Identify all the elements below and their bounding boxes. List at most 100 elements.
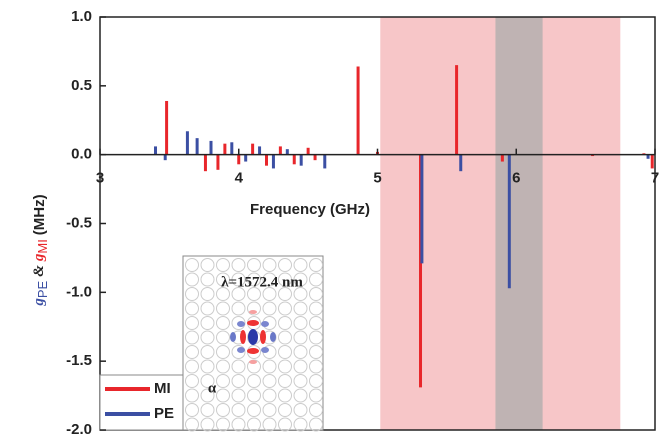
hole	[293, 345, 308, 359]
inset-symbol: α	[208, 380, 217, 396]
hole	[262, 403, 277, 417]
hole	[309, 388, 323, 403]
hole	[262, 388, 277, 403]
y-label-part: g	[31, 253, 47, 262]
hole	[216, 388, 230, 403]
hole	[309, 359, 323, 374]
hole	[216, 417, 230, 432]
hole	[200, 272, 215, 287]
inset: λ=1572.4 nm α	[182, 255, 324, 432]
hole	[185, 258, 199, 272]
hole	[185, 417, 199, 432]
hole	[216, 316, 230, 330]
hole	[247, 258, 261, 272]
y-tick-label: -1.5	[66, 352, 92, 369]
x-tick-label: 6	[512, 170, 520, 187]
legend-label: PE	[154, 405, 174, 422]
hole	[262, 359, 277, 374]
hole	[309, 272, 323, 287]
y-label-part: PE	[35, 280, 50, 298]
hole	[200, 316, 215, 330]
hole	[200, 345, 215, 359]
hole	[231, 374, 246, 388]
hole	[185, 359, 199, 374]
hole	[216, 258, 230, 272]
hole	[309, 345, 323, 359]
y-tick-label: 0.0	[71, 146, 92, 163]
hole	[262, 417, 277, 432]
hole	[216, 403, 230, 417]
hole	[278, 403, 292, 417]
hole	[231, 359, 246, 374]
legend-label: MI	[154, 380, 171, 397]
hole	[185, 316, 199, 330]
y-label-part: MI	[35, 239, 50, 253]
hole	[293, 374, 308, 388]
mode-pattern	[230, 310, 276, 364]
hole	[293, 359, 308, 374]
x-tick-label: 3	[96, 170, 104, 187]
shaded-region	[495, 17, 543, 430]
y-tick-label: -1.0	[66, 283, 92, 300]
hole	[293, 301, 308, 316]
hole	[309, 330, 323, 345]
hole	[278, 417, 292, 432]
hole	[231, 417, 246, 432]
hole	[216, 374, 230, 388]
hole	[247, 301, 261, 316]
hole	[278, 345, 292, 359]
hole	[216, 301, 230, 316]
hole	[262, 301, 277, 316]
hole	[262, 272, 277, 287]
hole	[231, 258, 246, 272]
y-tick-label: -0.5	[66, 214, 92, 231]
hole	[247, 403, 261, 417]
hole	[309, 403, 323, 417]
hole	[231, 403, 246, 417]
hole	[309, 287, 323, 301]
hole	[293, 272, 308, 287]
x-tick-label: 4	[235, 170, 244, 187]
y-tick-label: -2.0	[66, 421, 92, 438]
x-axis-label: Frequency (GHz)	[250, 201, 370, 218]
hole	[247, 374, 261, 388]
hole	[309, 417, 323, 432]
hole	[293, 287, 308, 301]
hole	[293, 316, 308, 330]
hole	[200, 258, 215, 272]
y-tick-label: 1.0	[71, 8, 92, 25]
hole	[185, 403, 199, 417]
hole	[185, 301, 199, 316]
x-tick-label: 5	[373, 170, 381, 187]
hole	[200, 374, 215, 388]
hole	[200, 301, 215, 316]
hole	[309, 301, 323, 316]
hole	[278, 330, 292, 345]
hole	[231, 388, 246, 403]
hole	[185, 388, 199, 403]
hole	[293, 417, 308, 432]
hole	[293, 330, 308, 345]
hole	[278, 272, 292, 287]
hole	[231, 272, 246, 287]
hole	[293, 388, 308, 403]
hole	[278, 388, 292, 403]
hole	[185, 287, 199, 301]
hole	[216, 272, 230, 287]
hole	[216, 287, 230, 301]
legend-frame	[99, 374, 184, 431]
hole	[231, 345, 246, 359]
hole	[231, 301, 246, 316]
hole	[247, 359, 261, 374]
y-axis-label: gPE&gMI(MHz)	[31, 194, 50, 306]
hole	[185, 374, 199, 388]
hole	[293, 403, 308, 417]
legend: MI PE	[99, 374, 184, 431]
hole	[278, 359, 292, 374]
y-label-part: &	[31, 265, 47, 277]
y-label-part: g	[31, 298, 47, 307]
hole	[200, 359, 215, 374]
hole	[247, 287, 261, 301]
hole	[262, 258, 277, 272]
